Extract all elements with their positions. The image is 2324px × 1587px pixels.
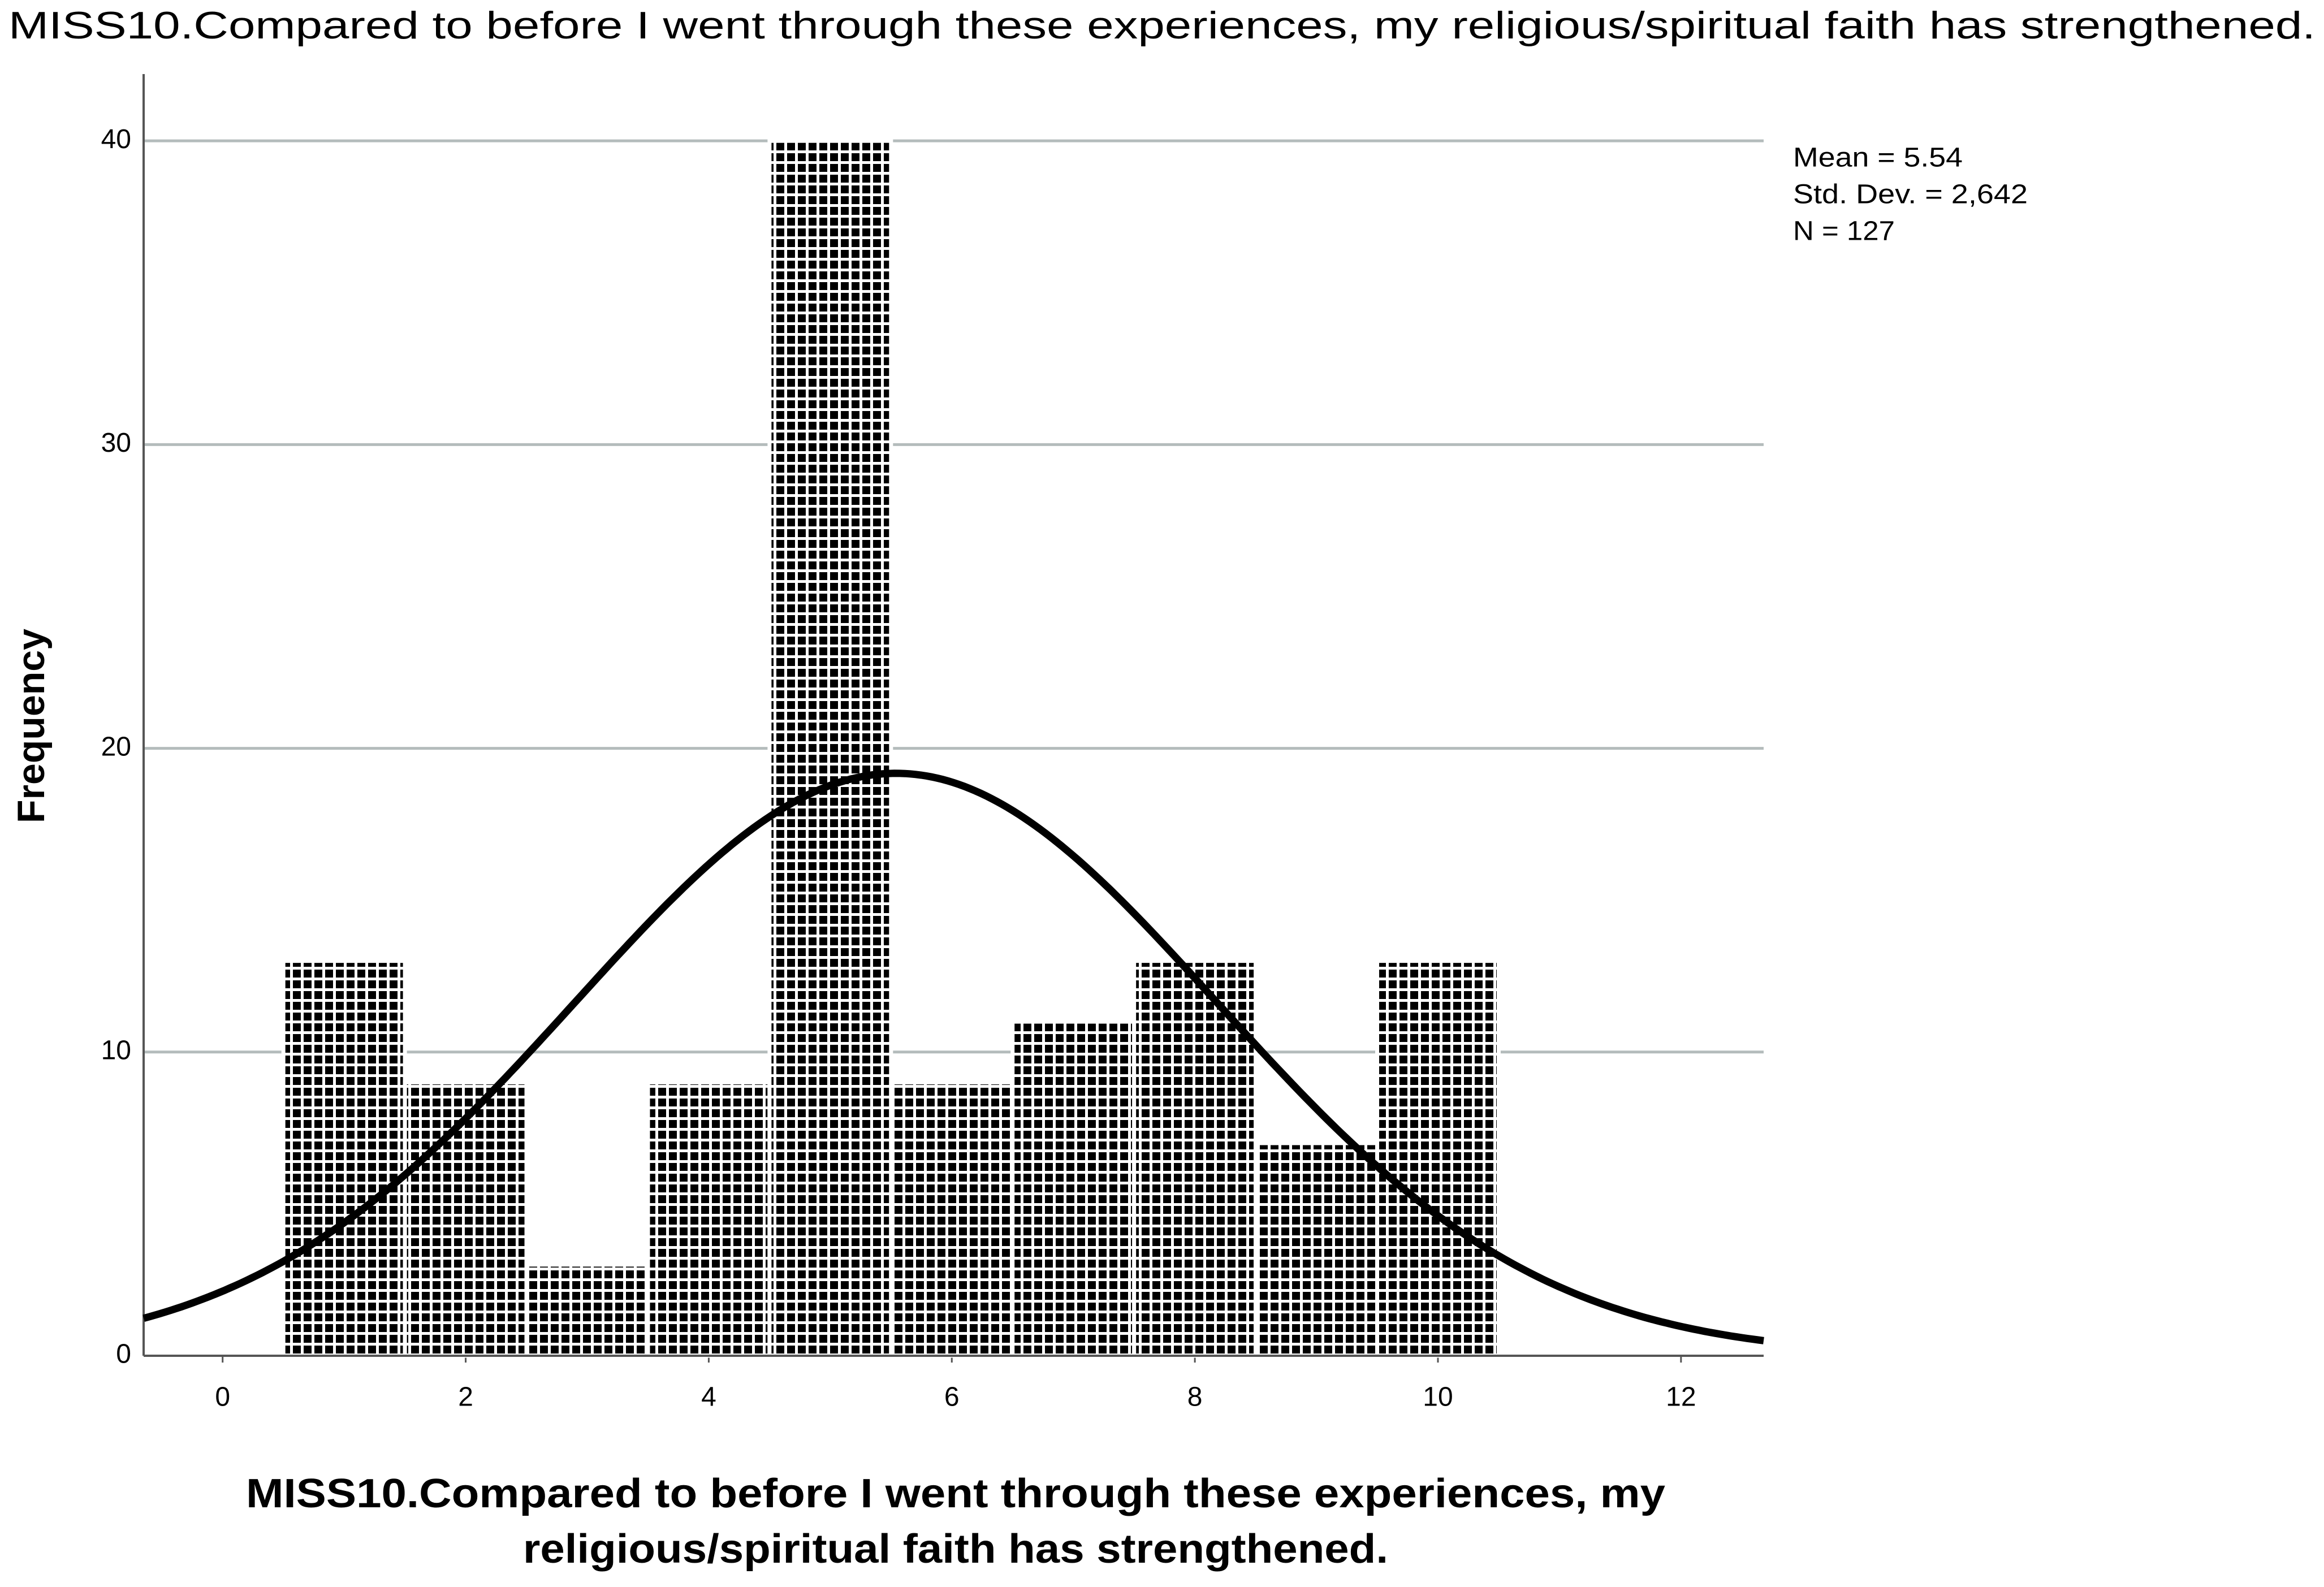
y-tick-label: 40 bbox=[101, 124, 131, 154]
y-tick-label: 10 bbox=[101, 1035, 131, 1065]
normal-curve bbox=[142, 769, 1764, 1344]
bar bbox=[1254, 1141, 1380, 1358]
bar bbox=[524, 1262, 650, 1358]
x-axis-label: religious/spiritual faith has strengthen… bbox=[523, 1527, 1388, 1572]
bar bbox=[281, 959, 407, 1358]
stat-label: N = 127 bbox=[1793, 217, 1895, 247]
y-tick-label: 30 bbox=[101, 428, 131, 458]
y-axis-label: Frequency bbox=[10, 629, 53, 823]
x-tick-label: 12 bbox=[1666, 1382, 1696, 1412]
bar bbox=[767, 139, 893, 1358]
stat-label: Mean = 5.54 bbox=[1793, 143, 1963, 173]
chart-title: MISS10.Compared to before I went through… bbox=[8, 4, 2316, 47]
x-tick-label: 4 bbox=[701, 1382, 716, 1412]
x-tick-label: 2 bbox=[458, 1382, 473, 1412]
y-tick-label: 20 bbox=[101, 732, 131, 762]
x-tick-label: 0 bbox=[215, 1382, 230, 1412]
bar bbox=[646, 1080, 772, 1358]
bar bbox=[889, 1080, 1015, 1358]
x-tick-label: 6 bbox=[944, 1382, 960, 1412]
x-axis-label: MISS10.Compared to before I went through… bbox=[246, 1471, 1665, 1516]
bar bbox=[1010, 1019, 1137, 1358]
x-tick-label: 10 bbox=[1423, 1382, 1453, 1412]
bar bbox=[1375, 959, 1501, 1358]
x-tick-label: 8 bbox=[1187, 1382, 1203, 1412]
stat-label: Std. Dev. = 2,642 bbox=[1793, 180, 2028, 210]
y-tick-label: 0 bbox=[116, 1339, 131, 1369]
